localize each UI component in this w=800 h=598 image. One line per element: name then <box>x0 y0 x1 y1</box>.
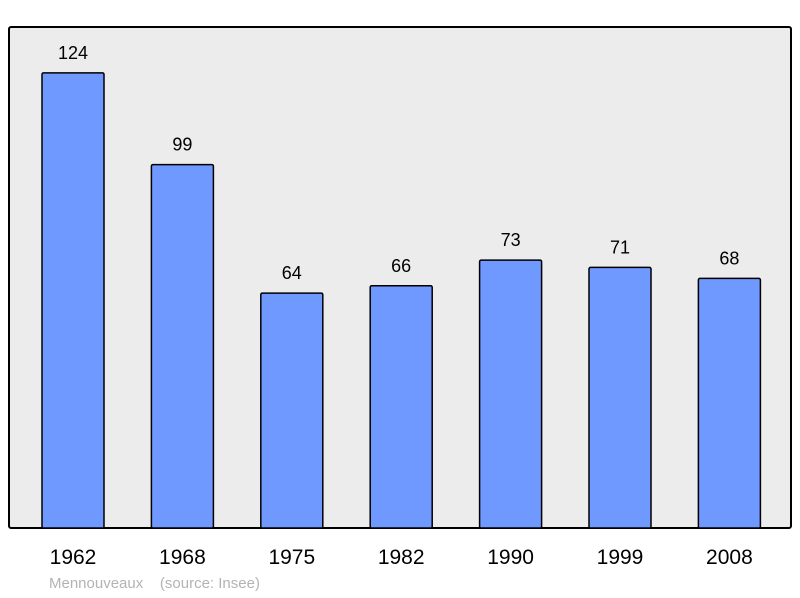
x-tick-label-2008: 2008 <box>706 546 753 569</box>
data-label-1999: 71 <box>610 237 630 257</box>
x-tick-label-1962: 1962 <box>50 546 97 569</box>
x-tick-label-1982: 1982 <box>378 546 425 569</box>
x-tick-label-1990: 1990 <box>487 546 534 569</box>
bar-1968 <box>150 163 215 529</box>
bar-2008 <box>697 277 762 529</box>
data-label-1962: 124 <box>58 43 88 63</box>
footer: Mennouveaux (source: Insee) <box>49 575 260 592</box>
footer-place: Mennouveaux <box>49 575 144 592</box>
footer-source: (source: Insee) <box>159 575 260 592</box>
bar-1999 <box>588 266 652 529</box>
bar-1990 <box>478 259 543 529</box>
data-label-1982: 66 <box>391 256 411 276</box>
x-tick-label-1999: 1999 <box>597 546 644 569</box>
data-label-2008: 68 <box>719 248 739 268</box>
bar-1982 <box>369 285 433 529</box>
data-label-1968: 99 <box>172 135 192 155</box>
data-label-1990: 73 <box>501 230 521 250</box>
x-tick-label-1975: 1975 <box>268 546 315 569</box>
data-label-1975: 64 <box>282 263 302 283</box>
bar-1962 <box>41 72 105 529</box>
bar-1975 <box>260 292 324 529</box>
x-tick-label-1968: 1968 <box>159 546 206 569</box>
